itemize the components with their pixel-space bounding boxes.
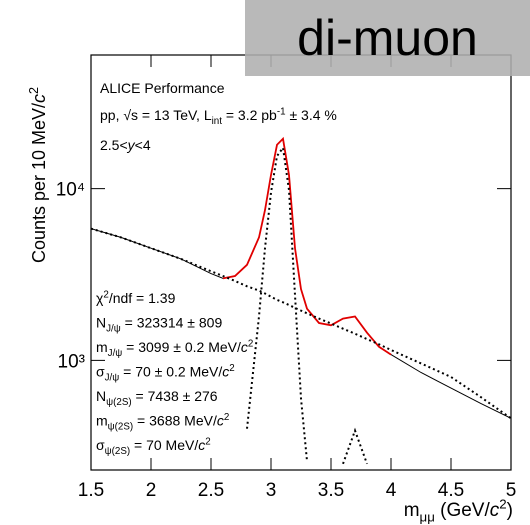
text-part: (GeV/ [435,500,491,521]
x-tick-label: 2 [146,480,157,501]
text-part: ± 3.4 % [286,107,337,123]
text-part: Counts per 10 MeV/ [29,103,49,263]
text-part: c [241,339,248,355]
text-part: = 3688 MeV/ [133,413,217,429]
x-axis-label: mμμ (GeV/c2) [404,496,513,524]
fit-result: NJ/ψ = 323314 ± 809 [96,315,222,335]
text-part: c [198,437,205,453]
text-part: J/ψ [108,348,123,359]
text-part: ψ(2S) [106,397,132,408]
text-part: σ [96,364,105,380]
fit-result: σψ(2S) = 70 MeV/c2 [96,436,211,457]
text-part: = 3.2 pb [222,107,277,123]
text-part: J/ψ [105,373,120,384]
fit-result: mψ(2S) = 3688 MeV/c2 [96,412,229,433]
text-part: 2 [205,436,210,447]
text-part: = 323314 ± 809 [121,315,223,331]
fit-result: mJ/ψ = 3099 ± 0.2 MeV/c2 [96,338,253,359]
text-part: 2 [229,363,234,374]
text-part: 2 [248,338,253,349]
x-tick-label: 3.5 [318,480,344,501]
text-part: = 70 MeV/ [130,437,198,453]
curves [91,136,511,465]
y-tick-label: 10³ [58,351,85,372]
text-part: = 3099 ± 0.2 MeV/ [122,339,241,355]
x-tick-label: 1.5 [78,480,104,501]
text-part: c [222,364,229,380]
text-part: c [490,500,500,521]
text-part: 2 [499,496,506,511]
text-part: = 70 ± 0.2 MeV/ [119,364,222,380]
text-part: y [127,137,136,153]
text-part: N [96,315,106,331]
text-part: m [404,500,420,521]
annotation: 2.5<y<4 [100,137,151,153]
text-part: χ [96,290,104,306]
x-tick-label: 4 [386,480,397,501]
text-part: ψ(2S) [108,422,134,433]
annotation: ALICE Performance [100,80,225,96]
text-part: = 7438 ± 276 [132,388,218,404]
text-part: m [96,339,108,355]
text-part: ) [507,500,513,521]
text-part: σ [96,437,105,453]
text-part: pp, √s = 13 TeV, L [100,107,212,123]
y-tick-label: 10⁴ [56,180,85,201]
text-part: N [96,388,106,404]
fit-result: χ2/ndf = 1.39 [96,289,176,306]
series-line [91,227,511,420]
x-tick-label: 5 [506,480,517,501]
series-line [222,136,392,356]
text-part: ψ(2S) [105,446,131,457]
text-part: μμ [420,510,435,525]
text-part: c [217,413,224,429]
text-part: 2.5< [100,137,128,153]
series-line [246,145,308,461]
annotation: pp, √s = 13 TeV, Lint = 3.2 pb-1 ± 3.4 % [100,106,337,127]
text-part: 2 [224,412,229,423]
text-part: m [96,413,108,429]
text-part: 2 [103,289,108,300]
text-part: -1 [277,106,286,117]
fit-result: σJ/ψ = 70 ± 0.2 MeV/c2 [96,363,235,384]
text-part: 2 [27,87,41,94]
text-part: J/ψ [106,324,121,335]
x-tick-label: 2.5 [198,480,224,501]
text-part: <4 [135,137,151,153]
x-tick-label: 4.5 [438,480,464,501]
y-axis-label: Counts per 10 MeV/c2 [27,87,49,263]
overlay-label: di-muon [245,0,530,76]
text-part: int [212,116,223,127]
text-part: c [29,94,49,103]
text-part: /ndf = 1.39 [109,290,176,306]
x-tick-label: 3 [266,480,277,501]
series-line [342,427,368,465]
text-part: ALICE Performance [100,80,225,96]
fit-result: Nψ(2S) = 7438 ± 276 [96,388,218,408]
